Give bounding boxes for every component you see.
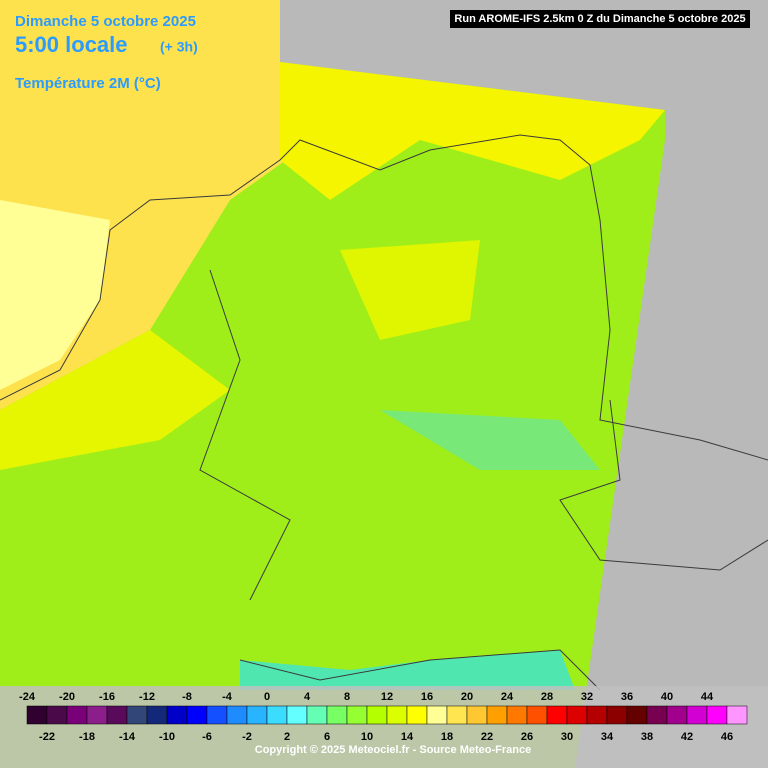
legend-label: 30 [561,731,573,743]
legend-swatch [326,705,348,725]
legend-label: -16 [99,691,115,703]
legend-label: -8 [182,691,192,703]
legend-label: 42 [681,731,693,743]
legend-swatch [106,705,128,725]
legend-swatch [246,705,268,725]
legend-label: 32 [581,691,593,703]
alps-zone [240,650,575,690]
legend-swatch [206,705,228,725]
date: Dimanche 5 octobre 2025 [15,13,196,30]
legend-swatch [446,705,468,725]
legend-label: 2 [284,731,290,743]
legend-swatch [306,705,328,725]
legend-swatch [66,705,88,725]
legend-label: 14 [401,731,414,743]
legend-label: 20 [461,691,473,703]
legend-swatch [646,705,668,725]
legend-swatch [666,705,688,725]
variable: Température 2M (°C) [15,75,161,92]
legend-label: 40 [661,691,673,703]
legend-swatch [526,705,548,725]
legend-label: 24 [501,691,514,703]
legend-label: -24 [19,691,36,703]
coast-zone [0,200,110,390]
legend-label: 8 [344,691,350,703]
legend-swatch [86,705,108,725]
legend-swatch [26,705,48,725]
legend-swatch [386,705,408,725]
legend-swatch [546,705,568,725]
legend-swatch [486,705,508,725]
legend-label: 38 [641,731,653,743]
legend-swatch [146,705,168,725]
legend-swatch [566,705,588,725]
legend-label: 16 [421,691,433,703]
run: Run AROME-IFS 2.5km 0 Z du Dimanche 5 oc… [454,13,745,25]
legend-swatch [46,705,68,725]
legend-swatch [366,705,388,725]
legend-label: 18 [441,731,453,743]
legend-label: 34 [601,731,614,743]
legend-swatch [166,705,188,725]
legend-label: -6 [202,731,212,743]
legend-swatch [426,705,448,725]
legend-swatch [586,705,608,725]
west-band [0,330,230,470]
legend-swatch [726,705,748,725]
legend-label: -14 [119,731,136,743]
legend-swatch [286,705,308,725]
legend-swatch [706,705,728,725]
legend-bg [0,686,768,768]
legend-swatch [266,705,288,725]
legend-swatch [406,705,428,725]
legend-label: -20 [59,691,75,703]
legend-label: -10 [159,731,175,743]
time: 5:00 locale [15,32,128,57]
legend-swatch [506,705,528,725]
legend-label: -22 [39,731,55,743]
legend-label: 44 [701,691,714,703]
central-band [340,240,480,340]
run-box [450,10,750,28]
copyright: Copyright © 2025 Meteociel.fr - Source M… [255,744,531,756]
legend-label: 28 [541,691,553,703]
legend-label: 4 [304,691,311,703]
legend-label: 6 [324,731,330,743]
hills-zone [380,410,600,470]
legend-swatch [466,705,488,725]
legend-label: -18 [79,731,95,743]
legend-label: 0 [264,691,270,703]
legend-swatch [626,705,648,725]
legend-label: 46 [721,731,733,743]
borders [0,134,768,691]
legend-label: 10 [361,731,373,743]
legend: -24-22-20-18-16-14-12-10-8-6-4-202468101… [19,691,748,743]
legend-label: 22 [481,731,493,743]
north-band [280,62,665,200]
legend-swatch [126,705,148,725]
legend-label: -2 [242,731,252,743]
legend-label: -12 [139,691,155,703]
legend-swatch [346,705,368,725]
legend-label: -4 [222,691,233,703]
legend-swatch [686,705,708,725]
legend-label: 12 [381,691,393,703]
legend-swatch [186,705,208,725]
legend-swatch [226,705,248,725]
legend-label: 36 [621,691,633,703]
legend-label: 26 [521,731,533,743]
offset: (+ 3h) [160,39,198,55]
legend-swatch [606,705,628,725]
